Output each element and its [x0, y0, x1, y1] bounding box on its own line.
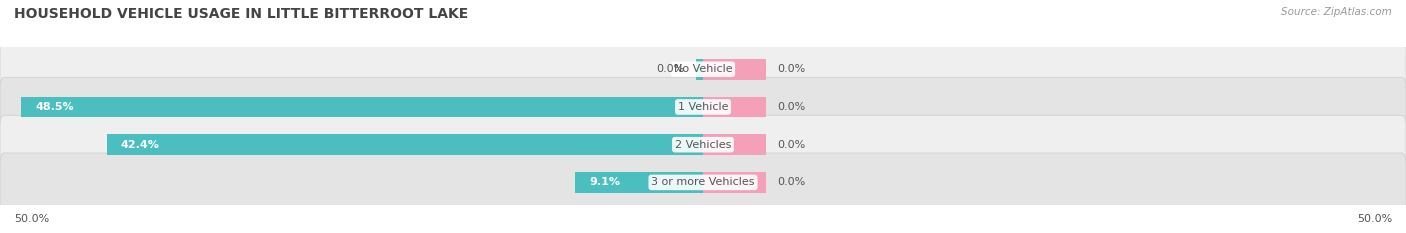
Bar [703, 97, 766, 117]
Bar [696, 59, 703, 80]
Text: 0.0%: 0.0% [778, 140, 806, 150]
Bar [703, 172, 766, 193]
Text: 2 Vehicles: 2 Vehicles [675, 140, 731, 150]
Text: 1 Vehicle: 1 Vehicle [678, 102, 728, 112]
FancyBboxPatch shape [0, 40, 1406, 99]
FancyBboxPatch shape [0, 78, 1406, 136]
Text: 0.0%: 0.0% [778, 102, 806, 112]
FancyBboxPatch shape [0, 115, 1406, 174]
Legend: Owner-occupied, Renter-occupied: Owner-occupied, Renter-occupied [582, 231, 824, 233]
Text: HOUSEHOLD VEHICLE USAGE IN LITTLE BITTERROOT LAKE: HOUSEHOLD VEHICLE USAGE IN LITTLE BITTER… [14, 7, 468, 21]
Text: Source: ZipAtlas.com: Source: ZipAtlas.com [1281, 7, 1392, 17]
Text: 50.0%: 50.0% [1357, 214, 1392, 224]
Text: 9.1%: 9.1% [589, 177, 620, 187]
Bar [575, 172, 703, 193]
Bar [703, 59, 766, 80]
Text: 42.4%: 42.4% [121, 140, 160, 150]
Text: 0.0%: 0.0% [778, 177, 806, 187]
Bar [107, 134, 703, 155]
FancyBboxPatch shape [0, 153, 1406, 212]
Text: 0.0%: 0.0% [778, 64, 806, 74]
Bar [21, 97, 703, 117]
Text: 0.0%: 0.0% [657, 64, 685, 74]
Text: 3 or more Vehicles: 3 or more Vehicles [651, 177, 755, 187]
Text: 50.0%: 50.0% [14, 214, 49, 224]
Text: 48.5%: 48.5% [35, 102, 73, 112]
Text: No Vehicle: No Vehicle [673, 64, 733, 74]
Bar [703, 134, 766, 155]
